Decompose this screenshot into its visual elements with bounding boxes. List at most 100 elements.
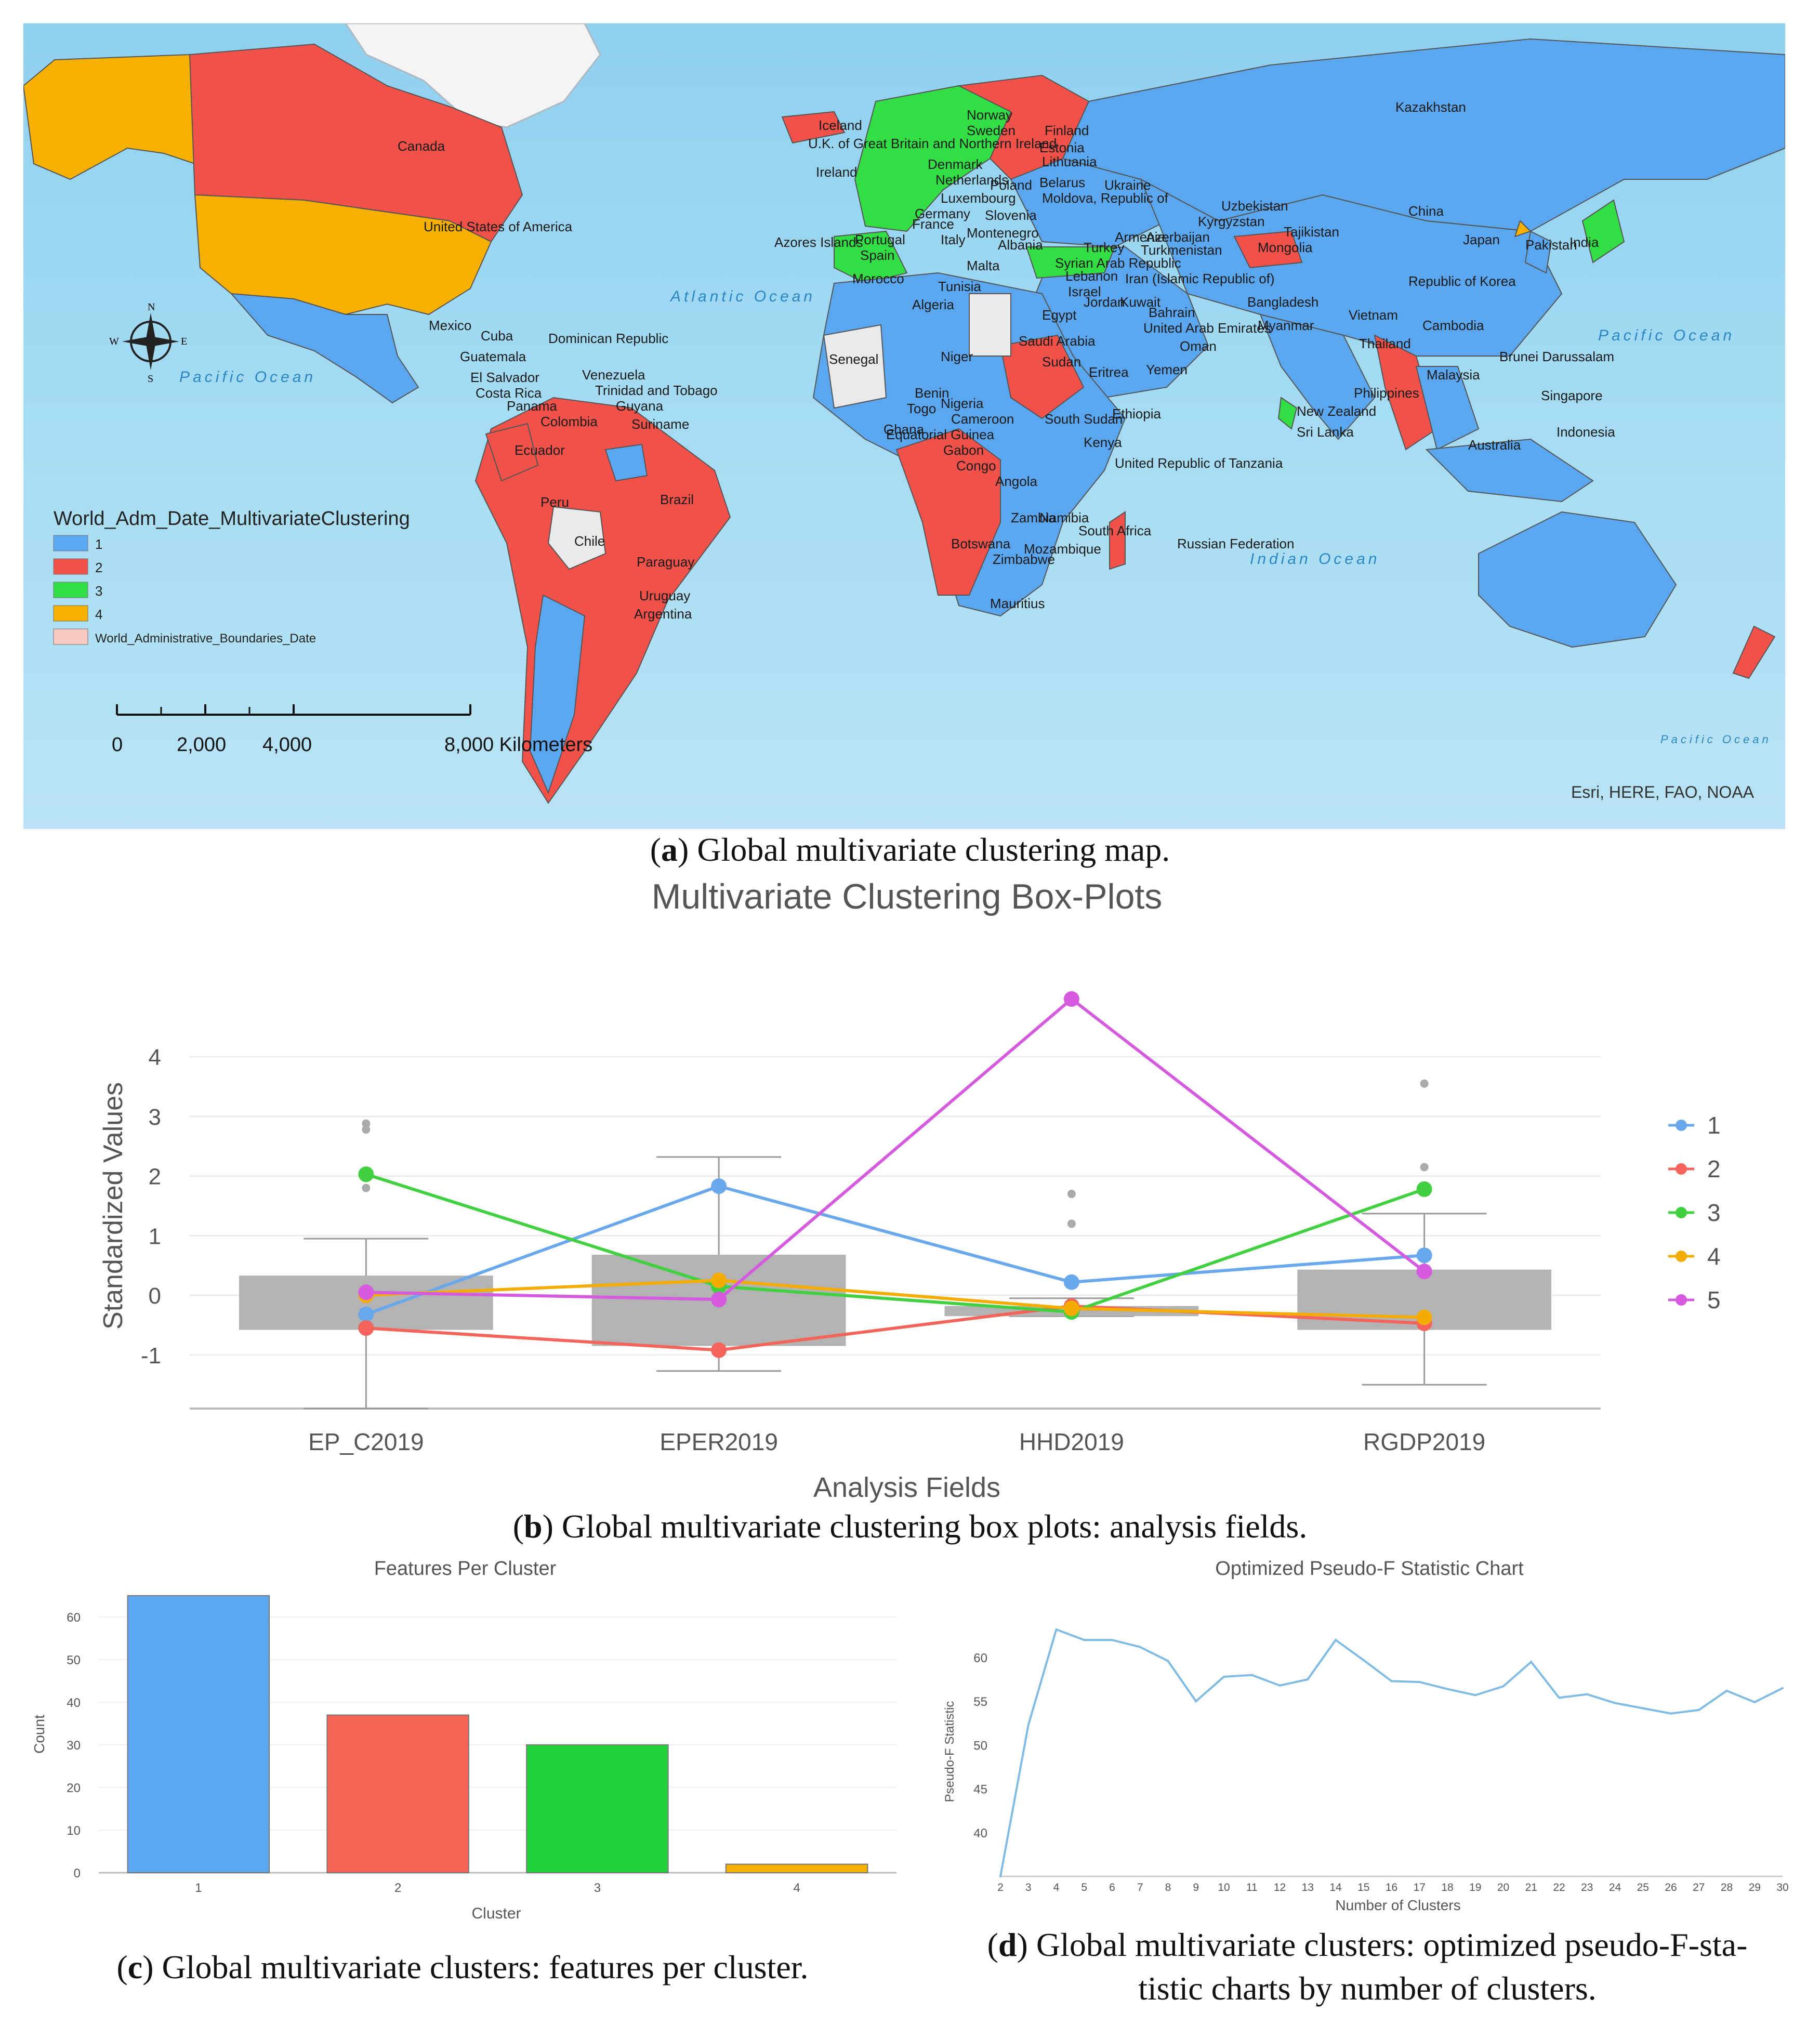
legend-swatch-1: [53, 535, 88, 551]
colombia-shape: [485, 423, 539, 482]
series-point-3: [358, 1166, 374, 1182]
country-label: Portugal: [855, 232, 905, 247]
series-point-4: [1416, 1309, 1432, 1325]
x-tick-label: 14: [1329, 1882, 1342, 1893]
world-map: Atlantic Ocean Pacific Ocean Pacific Oce…: [22, 22, 1786, 829]
y-tick-label: 45: [973, 1783, 987, 1797]
y-tick-label: 0: [149, 1283, 161, 1309]
country-label: Italy: [941, 232, 966, 247]
series-point-1: [1063, 1274, 1079, 1290]
country-label: Tajikistan: [1284, 224, 1339, 240]
features-per-cluster-chart: Features Per Cluster 0 10 20 30 40 50 60 Count Cl…: [31, 1558, 896, 1922]
scale-bar: 0 2,000 4,000 8,000 Kilometers: [112, 704, 592, 756]
y-axis-label: Standardized Values: [98, 1082, 128, 1330]
ocean-label-pacific-west: Pacific Ocean: [179, 369, 316, 386]
country-label: United States of America: [424, 219, 573, 234]
chart-title: Multivariate Clustering Box-Plots: [652, 877, 1163, 916]
legend-marker-1: [1676, 1120, 1687, 1131]
country-label: Ukraine: [1104, 177, 1151, 193]
caption-b: (b) Global multivariate clustering box p…: [512, 1508, 1308, 1545]
series-point-1: [358, 1306, 374, 1322]
country-label: Russian Federation: [1177, 536, 1294, 551]
y-tick-label: 0: [74, 1866, 81, 1881]
y-axis-label: Count: [31, 1715, 47, 1754]
caption-d-text-2: tistic charts by number of clusters.: [1138, 1970, 1597, 2007]
country-label-layer: Canada United States of America Mexico Cuba…: [398, 99, 1615, 622]
kyrgyzstan-shape: [1233, 230, 1303, 269]
scale-tick-4000: 4,000: [262, 734, 312, 756]
country-label: Colombia: [540, 414, 598, 429]
country-label: Pakistan: [1525, 237, 1577, 253]
x-tick-label: 26: [1665, 1882, 1677, 1893]
country-label: Saudi Arabia: [1019, 333, 1096, 349]
ocean-label-pacific-east: Pacific Ocean: [1598, 327, 1735, 344]
india-shape: [1259, 313, 1376, 440]
pseudo-f-point: [1530, 1661, 1533, 1663]
series-line-3: [365, 1173, 1425, 1314]
pseudo-f-point: [1055, 1628, 1058, 1631]
country-label: Trinidad and Tobago: [595, 383, 718, 398]
x-tick-label: 4: [793, 1881, 800, 1895]
x-axis-label: Number of Clusters: [1335, 1897, 1460, 1913]
country-label: Guyana: [616, 398, 664, 414]
x-tick-label: 20: [1497, 1882, 1509, 1893]
pseudo-f-point: [1642, 1707, 1644, 1710]
x-tick-label: 18: [1441, 1882, 1453, 1893]
country-label: Germany: [915, 206, 970, 221]
country-label: Iran (Islamic Republic of): [1125, 271, 1275, 286]
chart-title: Optimized Pseudo-F Statistic Chart: [1215, 1558, 1524, 1580]
country-label: Cambodia: [1422, 318, 1484, 333]
country-label: Angola: [995, 474, 1037, 489]
country-label: Sweden: [967, 123, 1015, 138]
scale-tick-2000: 2,000: [177, 734, 226, 756]
taiwan-shape: [1514, 220, 1532, 238]
legend-swatch-4: [53, 605, 88, 622]
korea-shape: [1524, 230, 1552, 274]
x-tick-label: EPER2019: [660, 1428, 778, 1455]
pseudo-f-line: [999, 1628, 1783, 1877]
legend-marker-2: [1676, 1163, 1687, 1175]
country-label: Luxembourg: [941, 190, 1016, 206]
series-point-4: [711, 1272, 727, 1288]
country-label: Guatemala: [460, 349, 526, 364]
y-tick-label: 3: [149, 1104, 161, 1130]
outlier-point: [362, 1125, 371, 1134]
boxplot-panel: Multivariate Clustering Box-Plots -1 0 1 2 3 4…: [0, 873, 1820, 1513]
outlier-point: [1420, 1163, 1429, 1172]
pseudo-f-point: [1111, 1639, 1113, 1641]
legend-swatch-2: [53, 558, 88, 575]
x-tick-label: 3: [1025, 1882, 1032, 1893]
pseudo-f-point: [1362, 1659, 1365, 1661]
x-tick-label: 11: [1246, 1882, 1258, 1893]
country-label: Dominican Republic: [548, 331, 668, 346]
country-label: Ecuador: [515, 442, 565, 458]
country-label: Mexico: [429, 318, 471, 333]
map-panel: Atlantic Ocean Pacific Ocean Pacific Oce…: [22, 22, 1786, 829]
country-label: Philippines: [1354, 385, 1419, 401]
y-tick-label: 40: [67, 1696, 81, 1710]
pseudo-f-point: [1753, 1701, 1756, 1703]
pseudo-f-point: [1418, 1681, 1421, 1684]
pseudo-f-point: [1474, 1694, 1476, 1697]
pseudo-f-point: [1502, 1685, 1505, 1688]
country-label: Vietnam: [1349, 307, 1398, 323]
country-label: Algeria: [912, 297, 954, 312]
country-label: Moldova, Republic of: [1042, 190, 1169, 206]
pseudo-f-point: [1307, 1678, 1309, 1681]
x-tick-label: 13: [1302, 1882, 1314, 1893]
map-legend: World_Adm_Date_MultivariateClustering 1 2…: [53, 508, 410, 646]
country-label: Spain: [860, 247, 895, 263]
outlier-point: [362, 1184, 371, 1192]
ocean-label-pacific-south: Pacific Ocean: [1660, 733, 1772, 746]
country-label: Singapore: [1541, 388, 1603, 403]
pseudo-f-point: [1278, 1684, 1281, 1687]
iceland-shape: [781, 111, 846, 144]
y-tick-label: 60: [67, 1611, 81, 1625]
y-tick-label: 50: [67, 1653, 81, 1667]
x-tick-label: 15: [1357, 1882, 1369, 1893]
series-point-4: [1063, 1300, 1079, 1317]
country-label: Morocco: [852, 271, 904, 286]
country-label: Iceland: [819, 117, 862, 133]
country-label: Cuba: [481, 328, 513, 344]
country-label: Syrian Arab Republic: [1055, 255, 1181, 271]
